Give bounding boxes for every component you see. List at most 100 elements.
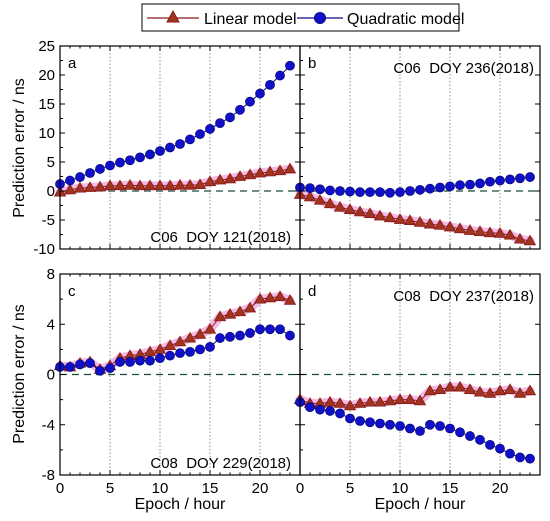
point-quadratic <box>325 185 335 196</box>
panel-d: 0 5 10 15 20 d C08 DOY 237(2018) <box>293 273 541 497</box>
point-linear <box>473 385 487 397</box>
point-quadratic <box>435 182 445 193</box>
point-linear <box>383 211 397 223</box>
point-quadratic <box>355 416 365 426</box>
point-linear <box>193 328 207 339</box>
point-linear <box>423 384 437 396</box>
x-tick-label: 10 <box>392 480 409 497</box>
y-tick-label: 20 <box>38 67 55 84</box>
panel-b-yticks <box>300 45 540 250</box>
panel-d-grid <box>300 274 540 475</box>
y-tick-label: -5 <box>42 212 55 229</box>
point-linear <box>233 305 247 317</box>
x-tick-label: 5 <box>346 480 354 497</box>
point-linear <box>503 383 517 394</box>
point-quadratic <box>75 359 85 370</box>
point-linear <box>213 310 227 322</box>
point-linear <box>273 164 287 176</box>
y-tick-label: 0 <box>47 183 55 200</box>
point-quadratic <box>115 357 125 367</box>
legend-marker-circle-icon <box>314 12 326 24</box>
panel-d-yticks <box>300 273 540 476</box>
panel-c: -8 -4 0 4 8 0 5 10 15 20 c C08 DOY 229(2018) <box>42 266 301 497</box>
panel-c-letter: c <box>68 283 76 300</box>
panel-b-annotation: C06 DOY 236(2018) <box>393 60 534 77</box>
point-linear <box>453 380 467 392</box>
point-quadratic <box>315 404 325 415</box>
point-linear <box>453 222 467 234</box>
point-quadratic <box>265 79 275 90</box>
panel-b: b C06 DOY 236(2018) <box>293 45 541 250</box>
y-tick-label: 8 <box>47 266 55 283</box>
legend-marker-triangle-icon <box>166 9 180 23</box>
point-linear <box>153 179 167 191</box>
point-quadratic <box>425 419 435 430</box>
point-quadratic <box>445 181 455 192</box>
point-quadratic <box>125 357 135 367</box>
point-quadratic <box>75 172 85 182</box>
point-linear <box>363 207 377 219</box>
point-linear <box>63 183 77 195</box>
point-quadratic <box>395 187 405 198</box>
point-linear <box>243 168 257 180</box>
point-linear <box>223 172 237 184</box>
x-tick-label: 20 <box>252 480 269 497</box>
y-tick-label: -10 <box>33 241 55 258</box>
panel-a: -10 -5 0 5 10 15 20 25 a C06 DOY 121(2018) <box>33 38 301 258</box>
point-linear <box>463 383 477 394</box>
point-quadratic <box>85 358 95 369</box>
point-quadratic <box>165 350 175 361</box>
point-linear <box>83 181 97 192</box>
point-linear <box>123 178 137 190</box>
point-quadratic <box>205 341 215 352</box>
point-linear <box>203 322 217 334</box>
x-tick-label: 20 <box>492 480 509 497</box>
x-axis-label-right: Epoch / hour <box>375 496 466 513</box>
point-quadratic <box>455 180 465 191</box>
panel-d-xticks: 0 5 10 15 20 <box>296 274 541 497</box>
point-quadratic <box>245 328 255 338</box>
point-quadratic <box>305 183 315 194</box>
y-tick-label: -8 <box>42 467 55 484</box>
point-quadratic <box>475 178 485 189</box>
point-quadratic <box>225 331 235 342</box>
legend-label-linear: Linear model <box>204 11 297 28</box>
point-quadratic <box>415 184 425 195</box>
point-quadratic <box>505 448 515 459</box>
point-linear <box>403 393 417 405</box>
point-linear <box>413 394 427 406</box>
y-tick-label: 10 <box>38 125 55 142</box>
panel-c-yticks: -8 -4 0 4 8 <box>42 266 300 484</box>
legend-label-quadratic: Quadratic model <box>347 11 464 28</box>
point-quadratic <box>465 431 475 441</box>
point-linear <box>333 397 347 408</box>
point-quadratic <box>175 139 185 149</box>
point-quadratic <box>195 344 205 355</box>
point-quadratic <box>435 421 445 431</box>
point-linear <box>343 399 357 411</box>
point-linear <box>113 179 127 191</box>
point-quadratic <box>185 346 195 357</box>
point-linear <box>413 216 427 227</box>
point-quadratic <box>315 184 325 195</box>
point-quadratic <box>455 427 465 438</box>
point-linear <box>473 225 487 237</box>
point-linear <box>273 290 287 302</box>
panel-d-plot <box>293 380 537 464</box>
point-linear <box>343 203 357 214</box>
y-tick-label: 5 <box>47 154 55 171</box>
point-quadratic <box>235 330 245 341</box>
point-quadratic <box>215 333 225 343</box>
point-linear <box>253 292 267 304</box>
point-quadratic <box>485 439 495 450</box>
point-quadratic <box>385 419 395 430</box>
point-linear <box>523 384 537 396</box>
panel-d-letter: d <box>308 283 316 300</box>
point-linear <box>283 162 297 174</box>
point-linear <box>493 227 507 238</box>
point-linear <box>163 179 177 191</box>
point-quadratic <box>95 164 105 174</box>
point-linear <box>173 178 187 190</box>
panel-c-xticks: 0 5 10 15 20 <box>56 274 301 497</box>
